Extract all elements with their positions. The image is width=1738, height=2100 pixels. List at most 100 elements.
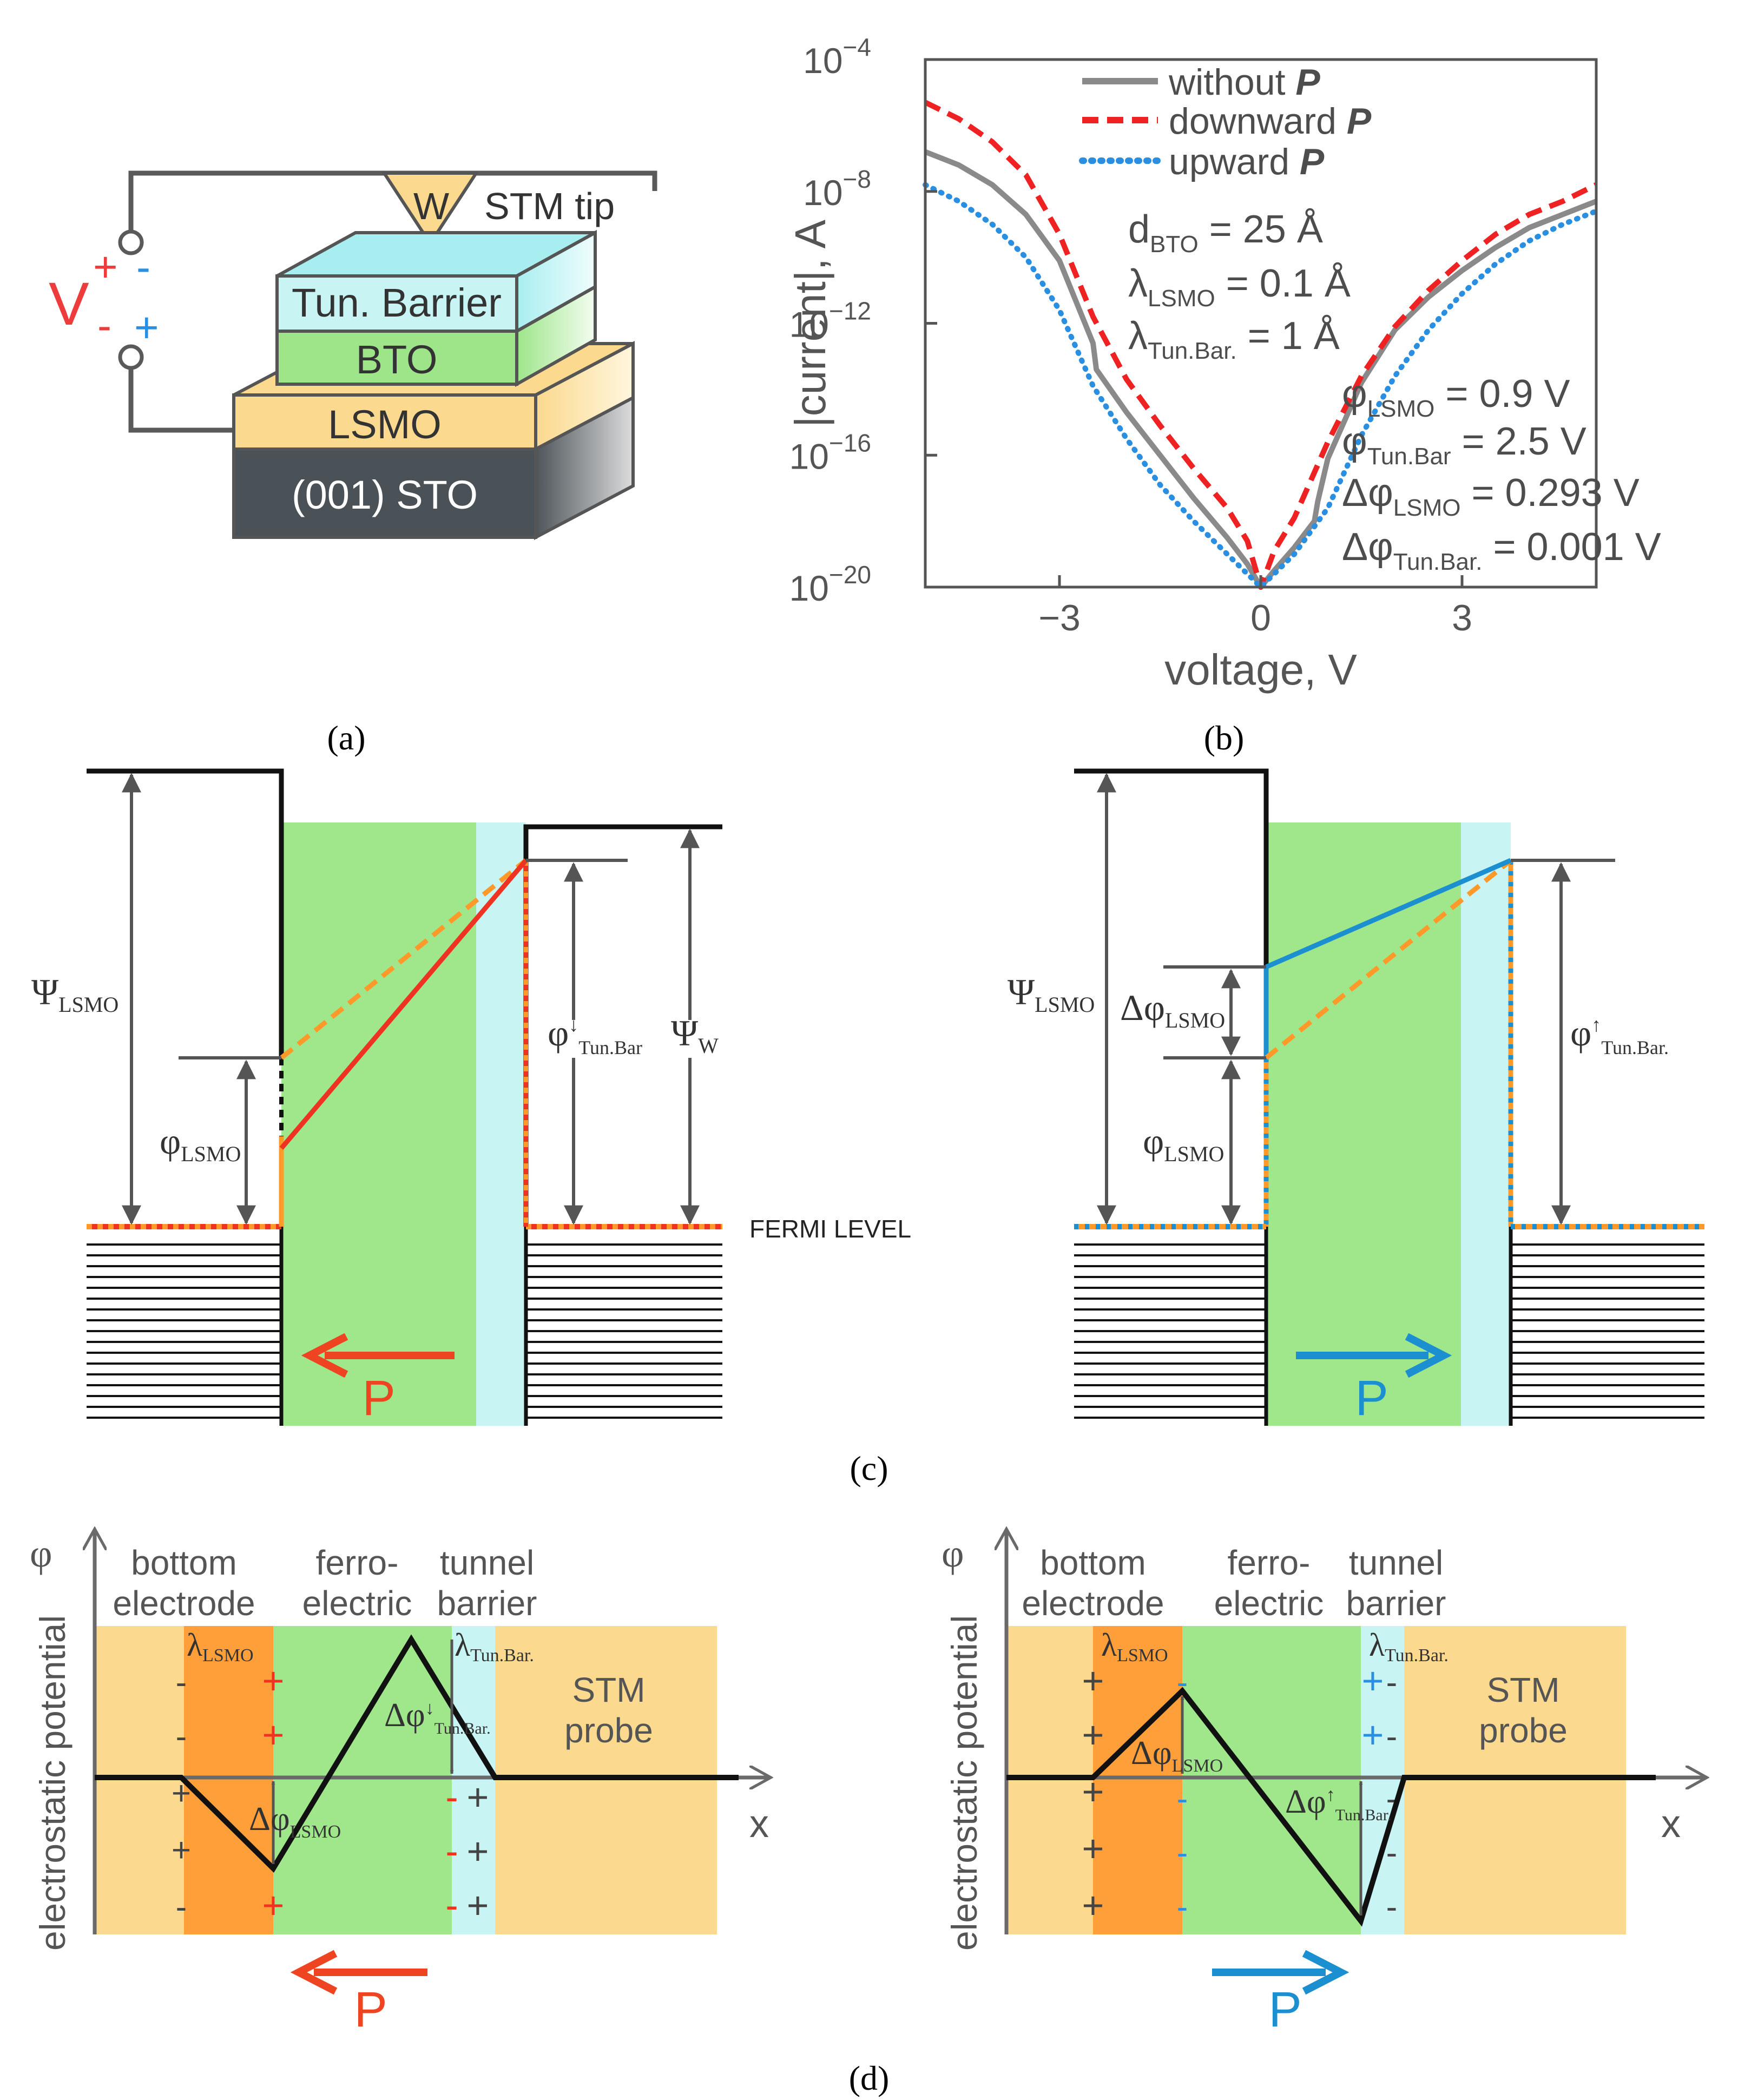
charges-bottom-electrode: + + + + + xyxy=(1082,1660,1104,1926)
polarization-arrowhead-down xyxy=(301,1333,348,1378)
svg-text:+: + xyxy=(1082,1827,1104,1869)
screening-region-lsmo xyxy=(184,1626,273,1934)
polarization-label-up: P xyxy=(1355,1371,1388,1426)
label-phi-lsmo-c: φLSMO xyxy=(160,1121,241,1166)
legend-label-without: without P xyxy=(1168,62,1320,103)
label-phi-tun-down: φ↓Tun.Bar xyxy=(548,1012,642,1058)
tip-filled-states xyxy=(526,1243,722,1419)
y-axis-label: electrostatic potential xyxy=(944,1615,984,1951)
param-lambda-tunbar: λTun.Bar. = 1 Å xyxy=(1128,314,1340,364)
panel-label-b: (b) xyxy=(1204,719,1245,757)
tip-filled-states xyxy=(1511,1243,1704,1419)
voltage-label: V xyxy=(49,270,89,338)
barrier-profile-up-p xyxy=(1265,858,1512,970)
label-lambda-lsmo: λLSMO xyxy=(187,1627,254,1665)
y-tick-label: 10−4 xyxy=(803,33,871,81)
y-tick-label: 10−8 xyxy=(803,165,871,213)
label-dphi-tun-down: Δφ↓Tun.Bar. xyxy=(384,1697,491,1737)
panel-b-chart: −3 0 3 10−20 10−16 10−12 10−8 10−4 |current|, A… xyxy=(786,33,1661,694)
label-bg xyxy=(30,974,122,1012)
label-phi-lsmo-c: φLSMO xyxy=(1143,1121,1224,1166)
panel-label-d: (d) xyxy=(849,2059,890,2097)
tip-letter: W xyxy=(413,185,449,227)
svg-text:+: + xyxy=(1362,1714,1384,1756)
label-bg xyxy=(158,1125,245,1163)
y-axis-label: |current|, A xyxy=(786,219,834,427)
label-bg xyxy=(1119,993,1227,1031)
svg-text:+: + xyxy=(467,1776,489,1818)
region-label-ferroelectric: ferro-electric xyxy=(302,1543,412,1623)
svg-text:-: - xyxy=(445,1776,458,1818)
svg-text:+: + xyxy=(262,1884,285,1926)
panel-a-schematic: V + - - + W STM tip (001) STO LSMO BTO T… xyxy=(49,170,657,540)
label-lambda-lsmo: λLSMO xyxy=(1101,1627,1168,1665)
panel-label-a: (a) xyxy=(327,719,365,757)
x-tick-label: 3 xyxy=(1452,597,1472,638)
svg-text:-: - xyxy=(1177,1780,1188,1818)
x-tick-label: 0 xyxy=(1250,597,1271,638)
charges-ferro-right: - - - xyxy=(445,1776,458,1926)
label-dphi-tun-up: Δφ↑Tun.Bar. xyxy=(1285,1783,1392,1824)
label-lambda-tun: λTun.Bar. xyxy=(455,1627,534,1665)
svg-text:+: + xyxy=(467,1830,489,1872)
svg-text:-: - xyxy=(1386,1664,1398,1701)
polarization-arrowhead-up-d xyxy=(1302,1950,1349,1995)
label-lambda-tun: λTun.Bar. xyxy=(1369,1627,1449,1665)
circuit-wire xyxy=(128,364,234,433)
label-dphi-lsmo-c: ΔφLSMO xyxy=(1120,987,1225,1032)
tip-label: STM tip xyxy=(484,185,615,227)
phi-axis-label: φ xyxy=(942,1532,964,1575)
y-axis-label: electrostatic potential xyxy=(32,1615,73,1951)
stm-tip xyxy=(381,172,479,247)
vacuum-level-lsmo xyxy=(1074,768,1269,967)
svg-text:-: - xyxy=(445,1830,458,1872)
panel-label-c: (c) xyxy=(850,1449,888,1487)
svg-text:+: + xyxy=(1082,1660,1104,1702)
legend: without P downward P upward P xyxy=(1079,62,1372,182)
label-psi-w: ΨW xyxy=(671,1012,719,1058)
screening-region-lsmo xyxy=(1093,1626,1182,1934)
param-lambda-lsmo: λLSMO = 0.1 Å xyxy=(1128,262,1351,312)
polarity-minus-blue: - xyxy=(136,243,150,291)
label-dphi-lsmo-d: ΔφLSMO xyxy=(249,1801,341,1842)
y-tick-label: 10−12 xyxy=(789,297,871,345)
polarization-arrowhead-down-d xyxy=(290,1950,338,1995)
svg-text:-: - xyxy=(1177,1888,1188,1926)
legend-label-downward: downward P xyxy=(1169,101,1372,142)
phi-axis-label: φ xyxy=(30,1532,52,1575)
param-dphi-lsmo: ΔφLSMO = 0.293 V xyxy=(1342,471,1640,521)
fermi-level-label: FERMI LEVEL xyxy=(749,1215,911,1243)
barrier-profile-zero-p xyxy=(1265,858,1512,1060)
terminal-bottom xyxy=(118,344,144,370)
tunnel-barrier-region xyxy=(476,822,526,1426)
label-bg xyxy=(1006,974,1101,1012)
svg-text:-: - xyxy=(1177,1834,1188,1872)
tb-side xyxy=(515,229,597,334)
label-dphi-lsmo-d: ΔφLSMO xyxy=(1131,1735,1223,1776)
charges-ferro-right: + + xyxy=(1362,1660,1384,1756)
parameter-annotations: dBTO = 25 Å λLSMO = 0.1 Å λTun.Bar. = 1 … xyxy=(1128,208,1661,575)
svg-text:-: - xyxy=(176,1888,187,1926)
polarity-minus-red: - xyxy=(97,301,111,349)
barrier-profile-zero-p xyxy=(280,858,528,1060)
polarization-label-up-d: P xyxy=(1268,1982,1301,2037)
ferroelectric-region xyxy=(1266,822,1461,1426)
tunnel-barrier-region xyxy=(452,1626,495,1934)
svg-text:+: + xyxy=(172,1832,191,1869)
svg-text:-: - xyxy=(176,1664,187,1701)
x-axis-label: voltage, V xyxy=(1164,646,1357,694)
y-tick-label: 10−20 xyxy=(789,561,871,608)
region-label-bottom-electrode: bottom electrode xyxy=(1022,1543,1164,1623)
panel-c-right-band-diagram: ΨLSMO ΔφLSMO φLSMO φ↑Tun.Bar. P xyxy=(1006,768,1704,1426)
charges-bottom-electrode: - - + + - xyxy=(172,1664,191,1926)
svg-text:+: + xyxy=(1082,1714,1104,1756)
series-line-2 xyxy=(923,182,1599,590)
param-phi-tunbar: φTun.Bar = 2.5 V xyxy=(1342,420,1586,470)
label-phi-tun-up: φ↑Tun.Bar. xyxy=(1570,1012,1669,1058)
polarization-label-down-d: P xyxy=(354,1982,387,2037)
polarization-label-down: P xyxy=(362,1371,395,1426)
ferroelectric-region xyxy=(281,822,476,1426)
param-phi-lsmo: φLSMO = 0.9 V xyxy=(1342,372,1570,422)
param-d-bto: dBTO = 25 Å xyxy=(1128,208,1323,258)
